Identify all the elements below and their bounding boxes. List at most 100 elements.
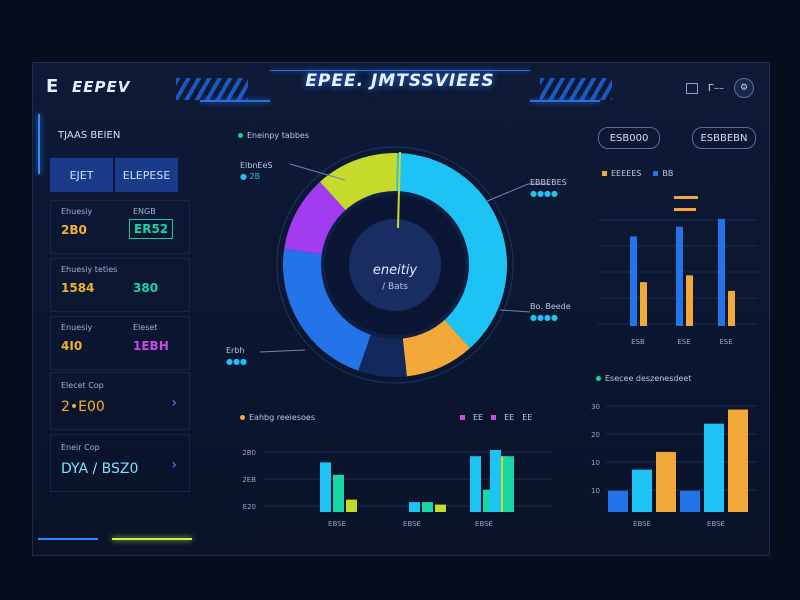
donut-chart: eneitiy / Bats: [259, 146, 550, 384]
stat-label: Enuesiy: [61, 323, 93, 332]
bar-blue: [630, 236, 637, 326]
page-title: EPEE. JMTSSVIEES: [305, 71, 495, 91]
left-panel: TJAAS BEIEN EJET ELEPESE Ehuesiy 2B0 ENG…: [38, 114, 192, 540]
callout-line: [484, 183, 550, 203]
legend-dot-icon: [596, 376, 601, 381]
y-tick-label: 10: [591, 459, 600, 467]
donut-slice-lime: [319, 153, 398, 212]
callout-value: ●●●●: [530, 189, 558, 198]
stat-value: 4I0: [61, 339, 83, 353]
tab-1[interactable]: ELEPESE: [115, 158, 178, 192]
stat-value: 380: [133, 281, 159, 295]
callout-value: ●●●: [226, 357, 247, 366]
bar-B: [333, 474, 344, 512]
bar-B: [422, 502, 433, 512]
bar-orange: [728, 290, 735, 326]
stat-card-row-3[interactable]: Enuesiy 4I0 Eleset 1EBH: [50, 316, 190, 370]
settings-button[interactable]: ⚙: [734, 78, 754, 98]
bar-A: [320, 462, 331, 512]
summary-card-1[interactable]: Elecet Cop 2•E00 ›: [50, 372, 190, 430]
callout-label: EBBEBES: [530, 178, 567, 187]
legend-label: EE: [522, 413, 533, 422]
callout-line: [259, 349, 306, 353]
bar-C: [435, 504, 446, 512]
legend-label: EEEEES: [611, 169, 642, 178]
range-button-1[interactable]: ESB000: [598, 127, 660, 149]
summary-value: 2•E00: [61, 399, 105, 415]
donut-outer-ring: [276, 146, 514, 384]
donut-slice-navy: [358, 333, 407, 377]
right-top-legend: EEEEES BB: [602, 169, 673, 178]
bar-blue: [676, 226, 683, 326]
donut-slice-cyan: [396, 153, 507, 349]
chevron-right-icon[interactable]: ›: [171, 395, 177, 411]
donut-center-sublabel: / Bats: [382, 282, 408, 292]
bottom-chart-header: Eahbg reeiesoes: [240, 413, 315, 422]
donut-center-label: eneitiy: [373, 263, 418, 278]
x-tick-label: EBSE: [403, 520, 421, 528]
summary-card-2[interactable]: Eneir Cop DYA / BSZ0 ›: [50, 434, 190, 492]
bottom-bar-chart: 2B0 2EB E20 EBSE EBSE EBSE: [242, 449, 552, 528]
callout-4: Erbh ●●●: [226, 346, 247, 366]
x-tick-label: EBSE: [475, 520, 493, 528]
stat-label: Eleset: [133, 323, 158, 332]
logo-text: EEPEV: [72, 78, 131, 96]
y-tick-label: 20: [591, 431, 600, 439]
bar-A: [470, 456, 481, 512]
bar-C: [496, 456, 507, 512]
stat-card-row-2[interactable]: Ehuesiy teties 1584 380: [50, 258, 190, 312]
x-tick-label: ESE: [677, 338, 690, 346]
bottom-chart-legend: EE EE EE: [460, 413, 532, 422]
logo-mark-icon: E: [46, 76, 59, 97]
stat-value: 2B0: [61, 223, 87, 237]
x-tick-label: EBSE: [633, 520, 651, 528]
stat-label: Ehuesiy: [61, 207, 93, 216]
bar: [608, 490, 628, 512]
header-line-right: [530, 100, 600, 102]
bar-C: [346, 499, 357, 512]
bar-A: [490, 450, 501, 512]
bar-orange: [640, 282, 647, 326]
y-tick-label: 30: [591, 403, 600, 411]
toolbar-label: Г––: [707, 82, 724, 94]
y-tick-label: E20: [243, 503, 256, 511]
legend-dot-icon: [240, 415, 245, 420]
donut-slice-purple: [284, 181, 347, 255]
tab-0[interactable]: EJET: [50, 158, 113, 192]
legend-swatch-icon: [653, 171, 659, 176]
legend-label: BB: [662, 169, 674, 178]
window-icon[interactable]: [685, 82, 698, 94]
panel-edge: [112, 538, 192, 540]
donut-header: Eneinpy tabbes: [238, 131, 309, 140]
bar: [656, 451, 676, 512]
bottom-chart-title: Eahbg reeiesoes: [249, 413, 315, 422]
donut-header-text: Eneinpy tabbes: [247, 131, 309, 140]
x-tick-label: ESE: [719, 338, 732, 346]
bar-B: [483, 489, 494, 512]
summary-value: DYA / BSZ0: [61, 461, 139, 477]
chevron-right-icon[interactable]: ›: [171, 457, 177, 473]
bar-orange: [686, 275, 693, 326]
left-panel-tabs: EJET ELEPESE: [50, 158, 178, 192]
callout-1: ElbnEeS ● 2B: [240, 161, 272, 181]
right-top-bar-chart: ESB ESE ESE: [598, 196, 758, 346]
stat-value: ER52: [129, 219, 174, 239]
header-line-top: [270, 70, 530, 71]
callout-2: EBBEBES ●●●●: [530, 178, 567, 198]
bar: [704, 423, 724, 512]
stat-card-row-1[interactable]: Ehuesiy 2B0 ENGB ER52: [50, 200, 190, 254]
callout-value: ● 2B: [240, 172, 261, 181]
callout-label: ElbnEeS: [240, 161, 273, 170]
donut-pointer: [397, 151, 401, 229]
right-bottom-header: Esecee deszenesdeet: [596, 374, 691, 383]
x-tick-label: EBSE: [328, 520, 346, 528]
x-tick-label: ESB: [631, 338, 645, 346]
callout-label: Bo. Beede: [530, 302, 571, 311]
x-tick-label: EBSE: [707, 520, 725, 528]
panel-edge: [38, 114, 40, 174]
bar-blue: [718, 218, 725, 326]
range-button-2[interactable]: ESBBEBN: [692, 127, 756, 149]
donut-slice-blue: [283, 248, 372, 371]
app-logo[interactable]: E EEPEV: [46, 76, 130, 98]
bar: [680, 490, 700, 512]
